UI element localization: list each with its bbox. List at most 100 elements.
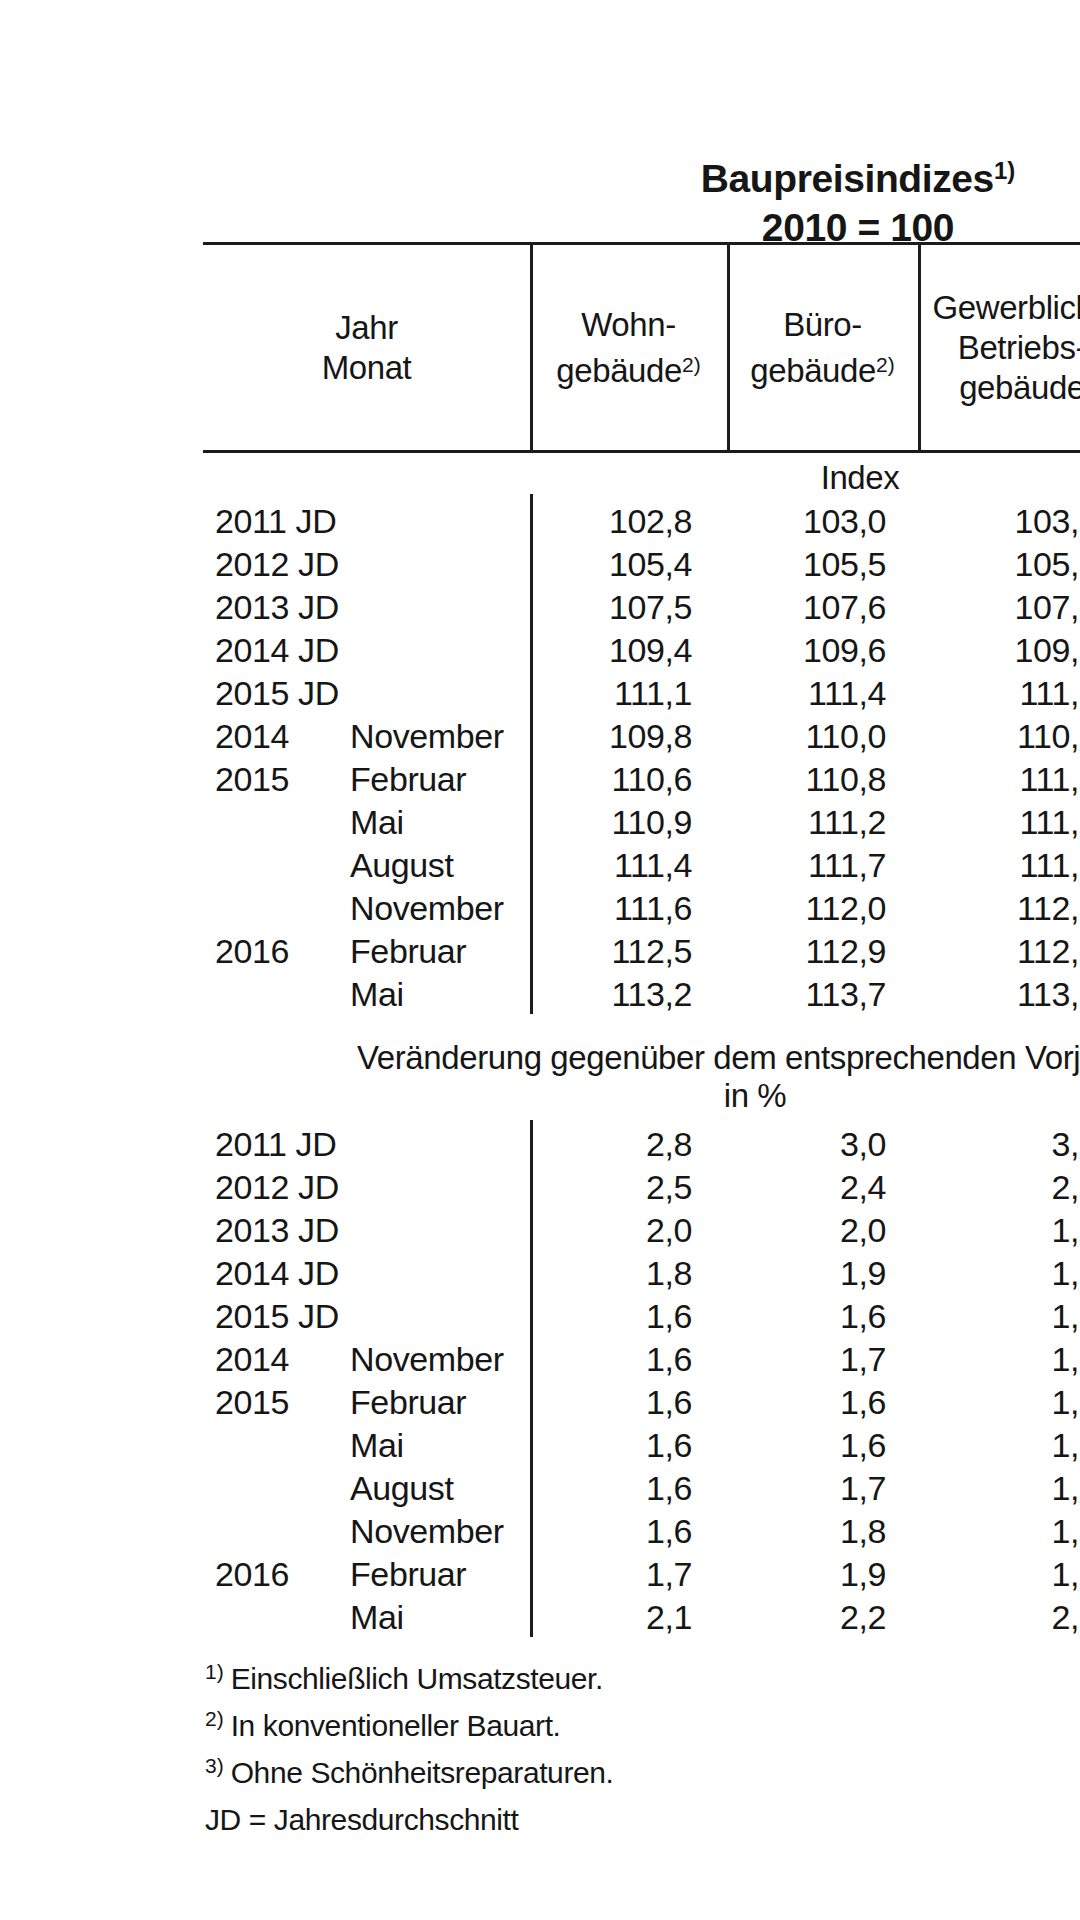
buerogebaeude-value: 1,6 <box>704 1424 886 1467</box>
header-monat-label: Monat <box>203 348 530 388</box>
buerogebaeude-value: 1,7 <box>704 1467 886 1510</box>
gewerbliche-betriebsgebaeude-value: 1, <box>918 1295 1079 1338</box>
gewerbliche-betriebsgebaeude-value: 2, <box>918 1166 1079 1209</box>
table-row: 2014November109,8110,0110, <box>0 715 1080 758</box>
month-cell: Mai <box>350 1424 404 1467</box>
wohngebaeude-value: 2,5 <box>530 1166 692 1209</box>
table-row: November1,61,81, <box>0 1510 1080 1553</box>
wohngebaeude-value: 2,1 <box>530 1596 692 1639</box>
year-cell: 2014 JD <box>215 1252 339 1295</box>
wohngebaeude-value: 110,9 <box>530 801 692 844</box>
wohngebaeude-value: 110,6 <box>530 758 692 801</box>
wohngebaeude-value: 111,4 <box>530 844 692 887</box>
month-cell: November <box>350 887 504 930</box>
year-cell: 2014 <box>215 715 289 758</box>
month-cell: Mai <box>350 973 404 1016</box>
table-row: 2012 JD 2,5 2,4 2, <box>0 1166 1080 1209</box>
year-cell: 2011 JD <box>215 1123 336 1166</box>
footnote-marker-3: 3) <box>205 1754 224 1777</box>
buerogebaeude-value: 112,9 <box>704 930 886 973</box>
year-cell: 2013 JD <box>215 1209 339 1252</box>
table-row: 2015Februar110,6110,8111, <box>0 758 1080 801</box>
table-row: 2016Februar1,71,91, <box>0 1553 1080 1596</box>
month-cell: Mai <box>350 801 404 844</box>
table-row: Mai 110,9 111,2 111, <box>0 801 1080 844</box>
gewerbliche-betriebsgebaeude-value: 1, <box>918 1424 1079 1467</box>
statistics-table-page: Baupreisindizes1) 2010 = 100 Jahr Monat … <box>0 0 1080 1920</box>
table-row: Mai2,12,22, <box>0 1596 1080 1639</box>
gewerbliche-betriebsgebaeude-value: 111, <box>918 672 1079 715</box>
gewerbliche-betriebsgebaeude-value: 1, <box>918 1510 1079 1553</box>
buerogebaeude-value: 1,6 <box>704 1295 886 1338</box>
table-row: 2014 November 1,6 1,7 1, <box>0 1338 1080 1381</box>
wohngebaeude-value: 113,2 <box>530 973 692 1016</box>
table-row: 2015Februar1,61,61, <box>0 1381 1080 1424</box>
table-row: 2015 JD111,1111,4111, <box>0 672 1080 715</box>
buerogebaeude-value: 109,6 <box>704 629 886 672</box>
table-row: 2013 JD 2,0 2,0 1, <box>0 1209 1080 1252</box>
gewerbliche-betriebsgebaeude-value: 103, <box>918 500 1079 543</box>
table-row: 2014 JD 109,4 109,6 109, <box>0 629 1080 672</box>
month-cell: Februar <box>350 1381 466 1424</box>
table-row: 2011 JD2,83,03, <box>0 1123 1080 1166</box>
wohngebaeude-value: 111,1 <box>530 672 692 715</box>
buerogebaeude-value: 111,2 <box>704 801 886 844</box>
year-cell: 2014 <box>215 1338 289 1381</box>
gewerbliche-betriebsgebaeude-value: 111, <box>918 844 1079 887</box>
table-row: 2013 JD107,5107,6107, <box>0 586 1080 629</box>
buerogebaeude-value: 103,0 <box>704 500 886 543</box>
wohngebaeude-value: 1,6 <box>530 1381 692 1424</box>
gewerbliche-betriebsgebaeude-value: 111, <box>918 758 1079 801</box>
table-row: Mai 1,6 1,6 1, <box>0 1424 1080 1467</box>
buerogebaeude-value: 3,0 <box>704 1123 886 1166</box>
year-cell: 2016 <box>215 930 289 973</box>
year-cell: 2014 JD <box>215 629 339 672</box>
month-cell: November <box>350 1510 504 1553</box>
section-index-label: Index <box>530 459 1080 497</box>
buerogebaeude-value: 2,4 <box>704 1166 886 1209</box>
table-row: 2012 JD105,4105,5105, <box>0 543 1080 586</box>
gewerbliche-betriebsgebaeude-value: 105, <box>918 543 1079 586</box>
gewerbliche-betriebsgebaeude-value: 111, <box>918 801 1079 844</box>
footnotes-block: 1)Einschließlich Umsatzsteuer. 2)In konv… <box>205 1652 613 1840</box>
gewerbliche-betriebsgebaeude-value: 110, <box>918 715 1079 758</box>
header-wohngebaeude: Wohn- gebäude2) <box>530 245 727 450</box>
month-cell: Februar <box>350 758 466 801</box>
year-cell: 2012 JD <box>215 1166 339 1209</box>
footnote-marker-2: 2) <box>682 353 701 376</box>
buerogebaeude-value: 2,0 <box>704 1209 886 1252</box>
wohngebaeude-value: 112,5 <box>530 930 692 973</box>
buerogebaeude-value: 112,0 <box>704 887 886 930</box>
table-row: August111,4111,7111, <box>0 844 1080 887</box>
buerogebaeude-value: 107,6 <box>704 586 886 629</box>
footnote-1: 1)Einschließlich Umsatzsteuer. <box>205 1652 613 1699</box>
gewerbliche-betriebsgebaeude-value: 1, <box>918 1338 1079 1381</box>
title-line-1: Baupreisindizes1) <box>701 146 1015 203</box>
table-row: August1,61,71, <box>0 1467 1080 1510</box>
buerogebaeude-value: 1,7 <box>704 1338 886 1381</box>
gewerbliche-betriebsgebaeude-value: 113, <box>918 973 1079 1016</box>
wohngebaeude-value: 1,6 <box>530 1295 692 1338</box>
year-cell: 2015 JD <box>215 1295 339 1338</box>
wohngebaeude-value: 1,7 <box>530 1553 692 1596</box>
month-cell: November <box>350 1338 504 1381</box>
wohngebaeude-value: 111,6 <box>530 887 692 930</box>
wohngebaeude-value: 2,8 <box>530 1123 692 1166</box>
buerogebaeude-value: 110,0 <box>704 715 886 758</box>
table-row: 2014 JD1,81,91, <box>0 1252 1080 1295</box>
wohngebaeude-value: 1,6 <box>530 1424 692 1467</box>
table-row: Mai113,2113,7113, <box>0 973 1080 1016</box>
gewerbliche-betriebsgebaeude-value: 109, <box>918 629 1079 672</box>
header-buerogebaeude: Büro- gebäude2) <box>727 245 918 450</box>
table-row: November111,6112,0112, <box>0 887 1080 930</box>
wohngebaeude-value: 102,8 <box>530 500 692 543</box>
wohngebaeude-value: 109,4 <box>530 629 692 672</box>
gewerbliche-betriebsgebaeude-value: 112, <box>918 930 1079 973</box>
wohngebaeude-value: 2,0 <box>530 1209 692 1252</box>
wohngebaeude-value: 1,6 <box>530 1338 692 1381</box>
year-cell: 2016 <box>215 1553 289 1596</box>
table-row: 2011 JD102,8103,0103, <box>0 500 1080 543</box>
gewerbliche-betriebsgebaeude-value: 2, <box>918 1596 1079 1639</box>
month-cell: August <box>350 844 453 887</box>
gewerbliche-betriebsgebaeude-value: 1, <box>918 1209 1079 1252</box>
